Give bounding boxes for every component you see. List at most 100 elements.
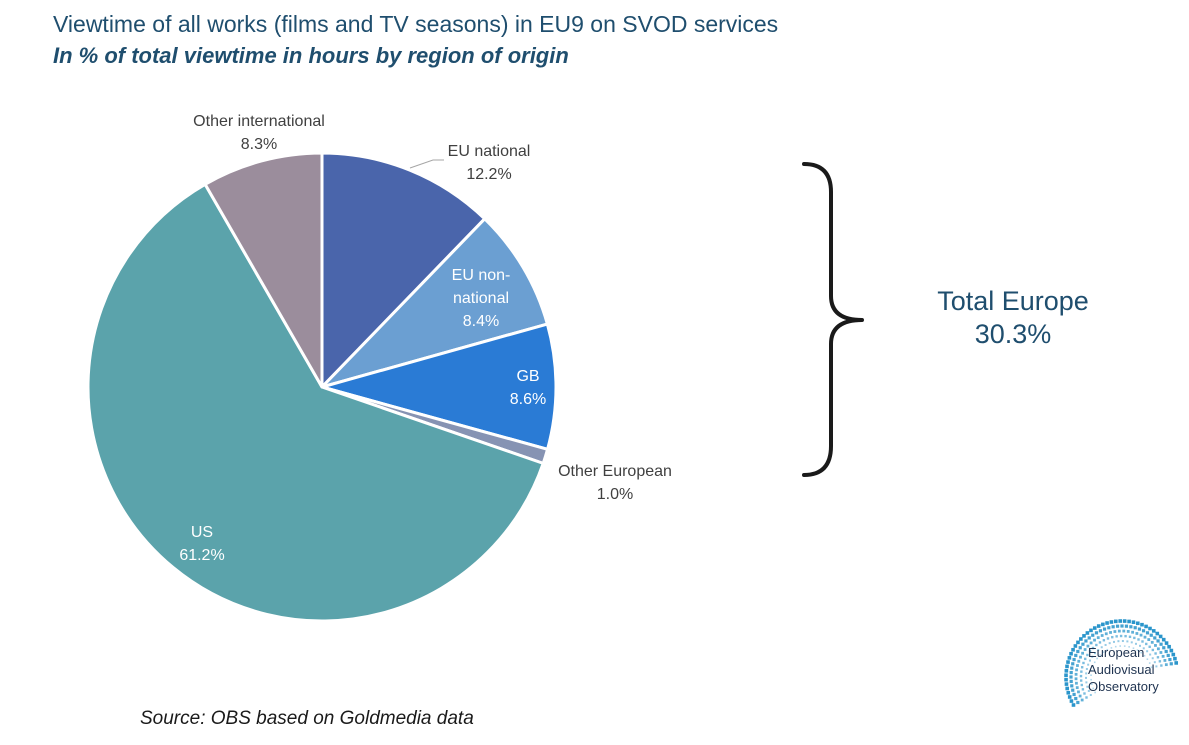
logo-dot [1127,619,1131,624]
logo-dot [1085,631,1090,635]
label-other-international: Other international 8.3% [193,113,325,153]
slice-labels: EU national 12.2% EU non-national 8.4% GB 8.6… [179,113,672,564]
chart-title: Viewtime of all works (films and TV seas… [53,11,779,37]
logo-dot [1074,696,1078,701]
logo-dot [1123,645,1126,647]
total-europe-text: Total Europe [937,286,1089,316]
logo-dot [1124,634,1127,638]
logo-dot [1132,647,1135,649]
logo-dot [1098,629,1103,633]
logo-dot [1155,631,1160,636]
total-europe-value: 30.3% [974,319,1052,349]
source-note: Source: OBS based on Goldmedia data [140,708,474,729]
logo-dot [1067,695,1072,699]
name-eu-non-national: EU non- [452,267,511,284]
slice-us [86,182,545,623]
logo-dot [1076,649,1080,654]
logo-dot [1098,641,1102,644]
label-eu-national: EU national 12.2% [448,143,531,183]
logo-dot [1096,624,1101,628]
logo-dot [1092,626,1097,630]
logo-dot [1167,644,1171,649]
logo-dot [1161,654,1165,658]
logo-dot [1065,664,1069,669]
logo-dot [1126,640,1129,643]
logo-dot [1069,679,1073,684]
logo-dot [1078,646,1082,650]
logo-dot [1081,651,1085,655]
logo-dot [1109,620,1114,624]
logo-dot [1070,684,1074,688]
logo-dot [1072,692,1076,697]
logo-dot [1128,646,1130,648]
logo-dot [1077,690,1080,694]
logo-dot [1069,699,1074,703]
logo-dot [1156,656,1160,659]
logo-dot [1149,653,1152,656]
logo-dot [1097,649,1100,652]
value-eu-non-national: 8.4% [463,313,499,330]
logo-dot [1074,677,1078,681]
logo-dot [1139,633,1143,637]
logo-dot [1096,657,1098,660]
logo-dot [1102,627,1107,631]
logo-dot [1064,673,1068,678]
logo-dot [1111,625,1115,629]
logo-dot [1117,640,1120,643]
logo-dot [1107,626,1111,630]
logo-dot [1071,703,1076,707]
logo-dot [1131,630,1135,634]
logo-dot [1087,636,1091,640]
logo-dot [1137,627,1142,631]
logo-dot [1091,646,1095,650]
name-us: US [191,524,213,541]
logo-dot [1146,650,1149,653]
logo-dot [1069,670,1073,675]
logo-dot [1090,678,1092,681]
chart-subtitle: In % of total viewtime in hours by regio… [53,43,569,68]
logo-dot [1081,642,1085,646]
logo-dot [1158,660,1162,663]
logo-dot [1105,621,1109,625]
logo-dot [1122,619,1127,623]
logo-dot [1080,683,1083,687]
logo-dot [1088,650,1092,653]
logo-dot [1164,641,1169,645]
leader-eu-national [409,159,444,169]
logo-dot [1153,636,1157,640]
leader-lines [409,159,444,169]
logo-dot [1082,661,1085,665]
logo-dot [1110,647,1113,649]
logo-dot [1150,640,1154,644]
logo-dot [1155,665,1158,668]
logo-dot [1088,659,1091,662]
logo-dot [1169,648,1174,653]
logo-dot [1146,658,1149,661]
logo-dot [1117,629,1121,633]
logo-dot [1158,634,1163,639]
logo-dot [1086,653,1089,657]
logo-dot [1080,670,1083,673]
logo-dot [1084,657,1087,661]
total-europe-label: Total Europe 30.3% [903,285,1123,351]
logo-dot [1075,686,1079,690]
logo-dot [1137,638,1140,641]
logo-dot [1120,624,1124,628]
logo-dot [1135,632,1139,635]
value-other-international: 8.3% [241,136,277,153]
logo-dot [1085,681,1088,684]
logo-dot [1065,686,1069,691]
logo-dot [1168,657,1172,662]
logo-dot [1148,662,1151,664]
logo-dot [1164,663,1168,667]
logo-dot [1079,679,1083,682]
logo-dot [1064,668,1069,673]
logo-dot [1115,635,1118,638]
logo-dot [1092,687,1094,690]
observatory-logo-icon [1064,619,1179,707]
logo-dot [1106,637,1110,640]
logo-dot [1142,647,1145,650]
logo-dot [1082,634,1086,638]
logo-dot [1091,655,1094,658]
logo-dot [1114,645,1117,648]
